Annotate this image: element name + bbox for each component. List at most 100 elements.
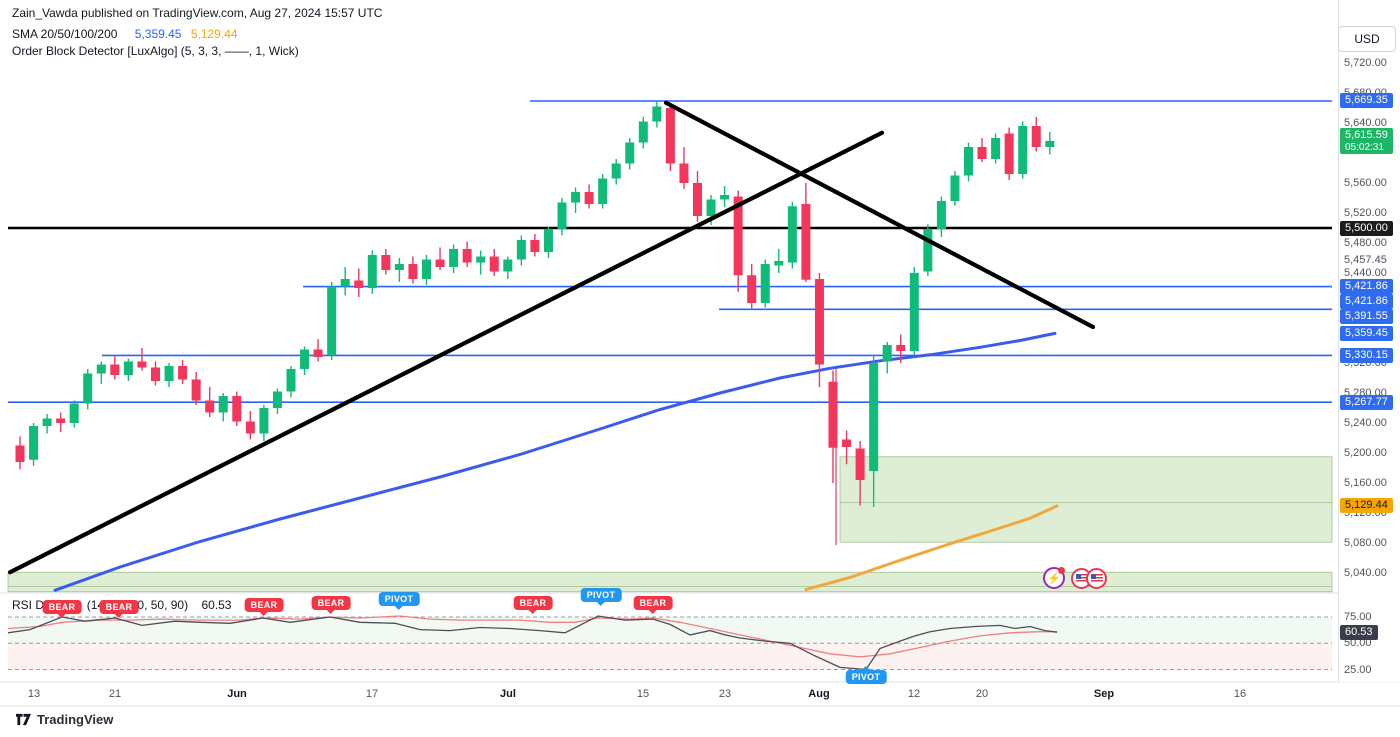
candle-body[interactable] [435,259,445,268]
candle-body[interactable] [760,264,770,303]
time-axis-label[interactable]: Jul [500,688,516,700]
price-badge[interactable]: 5,391.55 [1340,309,1393,324]
candle-body[interactable] [449,249,459,267]
candle-body[interactable] [557,202,567,230]
candle-body[interactable] [1018,126,1028,174]
candle-body[interactable] [801,204,811,280]
candle-body[interactable] [367,255,377,288]
bear-marker[interactable]: BEAR [42,600,82,618]
candle-body[interactable] [896,345,906,351]
candle-body[interactable] [706,199,716,217]
time-axis-label[interactable]: 23 [718,688,732,700]
price-badge[interactable]: 5,129.44 [1340,498,1393,513]
bear-marker[interactable]: BEAR [244,598,284,616]
price-badge[interactable]: 5,267.77 [1340,395,1393,410]
candle-body[interactable] [83,373,93,404]
price-badge[interactable]: 5,359.45 [1340,326,1393,341]
candle-body[interactable] [855,448,865,481]
candle-body[interactable] [178,366,188,380]
time-axis-label[interactable]: Sep [1093,688,1115,700]
candle-body[interactable] [571,192,581,203]
candle-body[interactable] [340,279,350,287]
candle-body[interactable] [747,275,757,303]
candle-body[interactable] [123,361,133,376]
pivot-marker[interactable]: PIVOT [845,666,887,684]
candle-body[interactable] [286,369,296,392]
candle-body[interactable] [936,201,946,230]
candle-body[interactable] [476,256,486,263]
candle-body[interactable] [462,249,472,263]
candle-body[interactable] [394,264,404,270]
candle-body[interactable] [693,183,702,216]
time-axis-label[interactable]: 13 [27,688,41,700]
candle-body[interactable] [638,121,648,143]
currency-toggle-button[interactable]: USD [1338,26,1396,52]
sma-orange-curve[interactable] [804,504,1059,591]
candle-body[interactable] [191,379,201,401]
candle-body[interactable] [923,229,933,272]
candle-body[interactable] [232,396,242,422]
price-badge[interactable]: 5,421.86 [1340,294,1393,309]
pivot-marker[interactable]: PIVOT [580,588,622,606]
candle-body[interactable] [381,255,391,270]
candle-body[interactable] [909,273,919,351]
rsi-value-badge[interactable]: 60.53 [1340,625,1378,640]
candle-body[interactable] [56,418,66,424]
price-badge[interactable]: 5,421.86 [1340,279,1393,294]
candle-body[interactable] [110,364,120,376]
candle-body[interactable] [964,147,973,176]
candle-body[interactable] [1045,141,1055,147]
candle-body[interactable] [652,106,662,122]
candle-body[interactable] [96,364,106,374]
price-axis[interactable] [1338,0,1400,682]
candle-body[interactable] [787,206,797,263]
candle-body[interactable] [245,421,255,434]
pivot-marker[interactable]: PIVOT [378,592,420,610]
candle-body[interactable] [1031,126,1041,147]
candle-body[interactable] [814,279,824,365]
time-axis-label[interactable]: 21 [108,688,122,700]
candle-body[interactable] [489,256,499,272]
price-badge[interactable]: 5,615.59 05:02:31 [1340,128,1393,154]
price-badge[interactable]: 5,669.35 [1340,93,1393,108]
candle-body[interactable] [869,363,879,471]
candle-body[interactable] [313,349,323,358]
time-axis-label[interactable]: 16 [1233,688,1247,700]
candle-body[interactable] [69,403,79,424]
candle-body[interactable] [625,142,635,164]
candle-body[interactable] [882,345,892,362]
candle-body[interactable] [503,259,513,272]
candle-body[interactable] [327,286,337,356]
time-axis-label[interactable]: Aug [808,688,830,700]
candle-body[interactable] [598,178,608,205]
price-badge[interactable]: 5,330.15 [1340,348,1393,363]
candle-body[interactable] [300,349,310,370]
indicator-row-sma[interactable]: SMA 20/50/100/200 5,359.45 5,129.44 [12,27,238,41]
candle-body[interactable] [218,396,228,413]
time-axis-label[interactable]: Jun [227,688,247,700]
order-block-zone[interactable] [839,456,1333,543]
candle-body[interactable] [530,240,540,252]
indicator-row-orderblock[interactable]: Order Block Detector [LuxAlgo] (5, 3, 3,… [12,44,299,58]
candle-body[interactable] [977,147,987,159]
trendline[interactable] [7,130,885,575]
time-axis-label[interactable]: 15 [636,688,650,700]
trendline[interactable] [663,100,1096,330]
bear-marker[interactable]: BEAR [513,596,553,614]
candle-body[interactable] [720,195,730,200]
us-flag-event-icon[interactable] [1086,568,1107,589]
candle-body[interactable] [584,192,594,204]
rsi-line[interactable] [7,615,1058,671]
flash-event-icon[interactable]: ⚡ [1043,567,1065,589]
bear-marker[interactable]: BEAR [311,596,351,614]
time-axis-label[interactable]: 17 [365,688,379,700]
time-axis-label[interactable]: 12 [907,688,921,700]
candle-body[interactable] [422,259,431,280]
time-axis-label[interactable]: 20 [975,688,989,700]
price-badge[interactable]: 5,500.00 [1340,221,1393,236]
candle-body[interactable] [1004,133,1014,175]
candle-body[interactable] [950,175,960,202]
candle-body[interactable] [611,163,621,179]
candle-body[interactable] [991,138,1001,159]
